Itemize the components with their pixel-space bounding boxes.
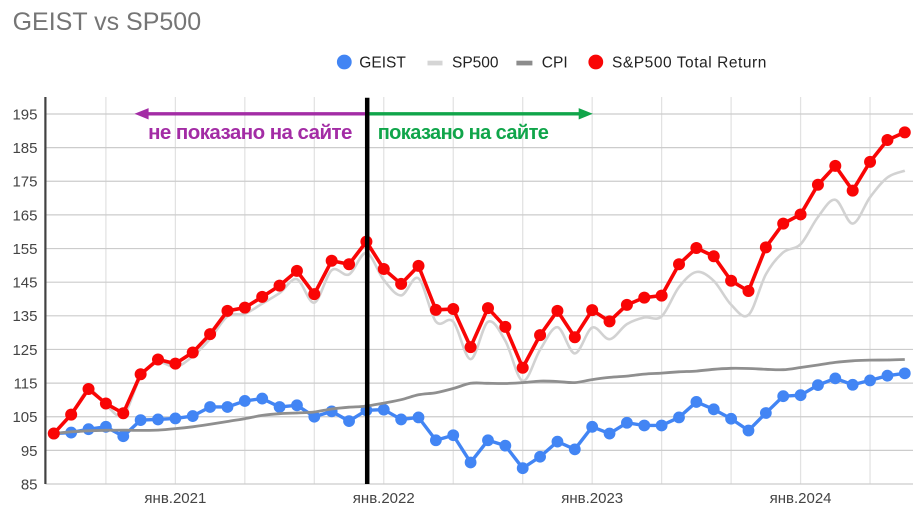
svg-text:янв.2022: янв.2022 — [353, 490, 415, 507]
svg-text:165: 165 — [12, 207, 37, 224]
svg-text:не показано на сайте: не показано на сайте — [148, 121, 352, 144]
svg-text:115: 115 — [14, 375, 38, 392]
svg-text:CPI: CPI — [542, 55, 568, 72]
svg-text:янв.2021: янв.2021 — [144, 490, 206, 507]
svg-text:GEIST vs SP500: GEIST vs SP500 — [13, 8, 202, 36]
svg-text:янв.2024: янв.2024 — [770, 490, 832, 507]
svg-text:95: 95 — [21, 443, 38, 460]
svg-text:85: 85 — [21, 476, 38, 493]
svg-text:145: 145 — [12, 275, 37, 292]
svg-text:135: 135 — [12, 308, 37, 325]
svg-text:185: 185 — [12, 140, 37, 157]
svg-text:105: 105 — [12, 409, 37, 426]
svg-text:125: 125 — [12, 342, 37, 359]
svg-text:показано на сайте: показано на сайте — [378, 122, 549, 144]
svg-text:GEIST: GEIST — [359, 55, 406, 72]
svg-text:175: 175 — [12, 174, 37, 191]
svg-text:SP500: SP500 — [452, 55, 499, 72]
svg-text:195: 195 — [12, 106, 37, 123]
svg-text:S&P500 Total Return: S&P500 Total Return — [612, 55, 767, 72]
svg-text:155: 155 — [12, 241, 37, 258]
svg-text:янв.2023: янв.2023 — [561, 490, 623, 507]
